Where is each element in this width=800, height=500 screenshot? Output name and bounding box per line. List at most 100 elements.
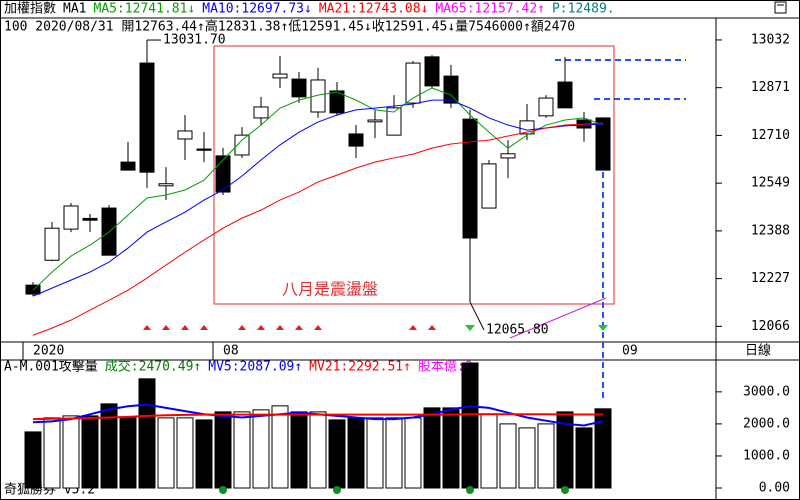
volume-bar [423, 407, 441, 489]
pointer [469, 301, 485, 331]
candle-body [139, 62, 155, 173]
y-tick-label: 0.00 [759, 481, 790, 496]
signal [428, 325, 436, 330]
volume-bar [404, 417, 422, 489]
header-line: 100 2020/08/31 開12763.44↑高12831.38↑低1259… [4, 19, 575, 35]
volume-bar [119, 417, 137, 489]
header-item: MV21:2292.51↑ [309, 360, 411, 375]
header-item: 股本億:0 [418, 359, 473, 375]
volume-bar [252, 409, 270, 489]
volume-bar [461, 362, 479, 489]
plot [24, 362, 612, 489]
range-box [213, 45, 615, 305]
signal [598, 325, 608, 331]
volume-bar [271, 405, 289, 489]
volume-bar [214, 411, 232, 489]
candle-body [595, 117, 611, 171]
signal [143, 325, 151, 330]
volume-bar [81, 415, 99, 489]
signal-dot [219, 486, 227, 494]
plot [25, 40, 611, 336]
header-item: P:12489. [552, 2, 615, 17]
candle-body [158, 183, 174, 187]
period-label: 日線 [745, 343, 771, 359]
candle-body [405, 62, 421, 104]
y-tick-label: 3000.0 [743, 384, 790, 399]
x-tick-label: 09 [622, 344, 638, 359]
signal-dot [561, 486, 569, 494]
header-item: 成交:2470.49↑ [105, 359, 201, 375]
candle-body [310, 79, 326, 113]
x-tick-label: 2020 [33, 344, 64, 359]
header-item: MA65:12157.42↑ [435, 2, 545, 17]
y-tick-label: 12871 [751, 80, 790, 95]
volume-bar [195, 419, 213, 489]
candle-body [272, 73, 288, 79]
volume-bar [309, 411, 327, 489]
candle-body [500, 153, 516, 159]
header-item: 加權指數 [4, 2, 56, 17]
candle-body [519, 120, 535, 135]
ma-line [32, 87, 604, 291]
ma-line [32, 99, 604, 297]
header-item: MA10:12697.73↓ [202, 2, 312, 17]
ma-line [32, 122, 604, 336]
candle-body [196, 148, 212, 151]
y-tick-label: 1000.0 [743, 448, 790, 463]
signal-dot [466, 486, 474, 494]
signal [238, 325, 246, 330]
low-label: 12065.80 [486, 323, 549, 338]
candle-body [291, 78, 307, 98]
candle-body [538, 97, 554, 117]
volume-bar [138, 378, 156, 489]
y-tick-label: 12388 [751, 223, 790, 238]
volume-bar [24, 431, 42, 489]
ma-line [32, 413, 604, 421]
y-tick-label: 12710 [751, 128, 790, 143]
volume-bar [518, 427, 536, 489]
high-label: 13031.70 [163, 33, 226, 48]
ma65-line [509, 297, 607, 339]
volume-bar [537, 423, 555, 489]
candle-body [82, 217, 98, 221]
candle-body [557, 81, 573, 109]
volume-bar [290, 411, 308, 489]
candle-body [234, 134, 250, 156]
candle-body [63, 205, 79, 230]
signal [314, 325, 322, 330]
candle-body [462, 118, 478, 239]
candle-body [177, 130, 193, 140]
header-item: MA5:12741.81↓ [94, 2, 196, 17]
volume-bar [100, 403, 118, 489]
signal [181, 325, 189, 330]
y-tick-label: 12066 [751, 319, 790, 334]
candle-body [215, 155, 231, 193]
signal [200, 325, 208, 330]
candle-body [424, 56, 440, 87]
volume-bar [176, 417, 194, 489]
volume-bar [233, 411, 251, 489]
volume-bar [499, 423, 517, 489]
signal-dot [333, 486, 341, 494]
volume-bar [62, 415, 80, 489]
volume-bar [594, 408, 612, 489]
candle-body [386, 107, 402, 136]
volume-bar [157, 417, 175, 489]
signal [162, 325, 170, 330]
candle-body [120, 161, 136, 171]
volume-bar [328, 419, 346, 489]
y-tick-label: 13032 [751, 32, 790, 47]
candle-body [329, 90, 345, 114]
candle-body [481, 163, 497, 209]
candle-body [367, 119, 383, 123]
y-tick-label: 12227 [751, 271, 790, 286]
volume-bar [385, 417, 403, 489]
header-item: A-M.001攻擊量 [4, 359, 98, 375]
volume-bar [347, 417, 365, 489]
header-item: MA21:12743.08↓ [319, 2, 429, 17]
volume-bar [366, 417, 384, 489]
annotation: 八月是震盪盤 [282, 280, 378, 299]
header-item: MA1 [63, 2, 86, 17]
window-control[interactable] [774, 1, 787, 14]
